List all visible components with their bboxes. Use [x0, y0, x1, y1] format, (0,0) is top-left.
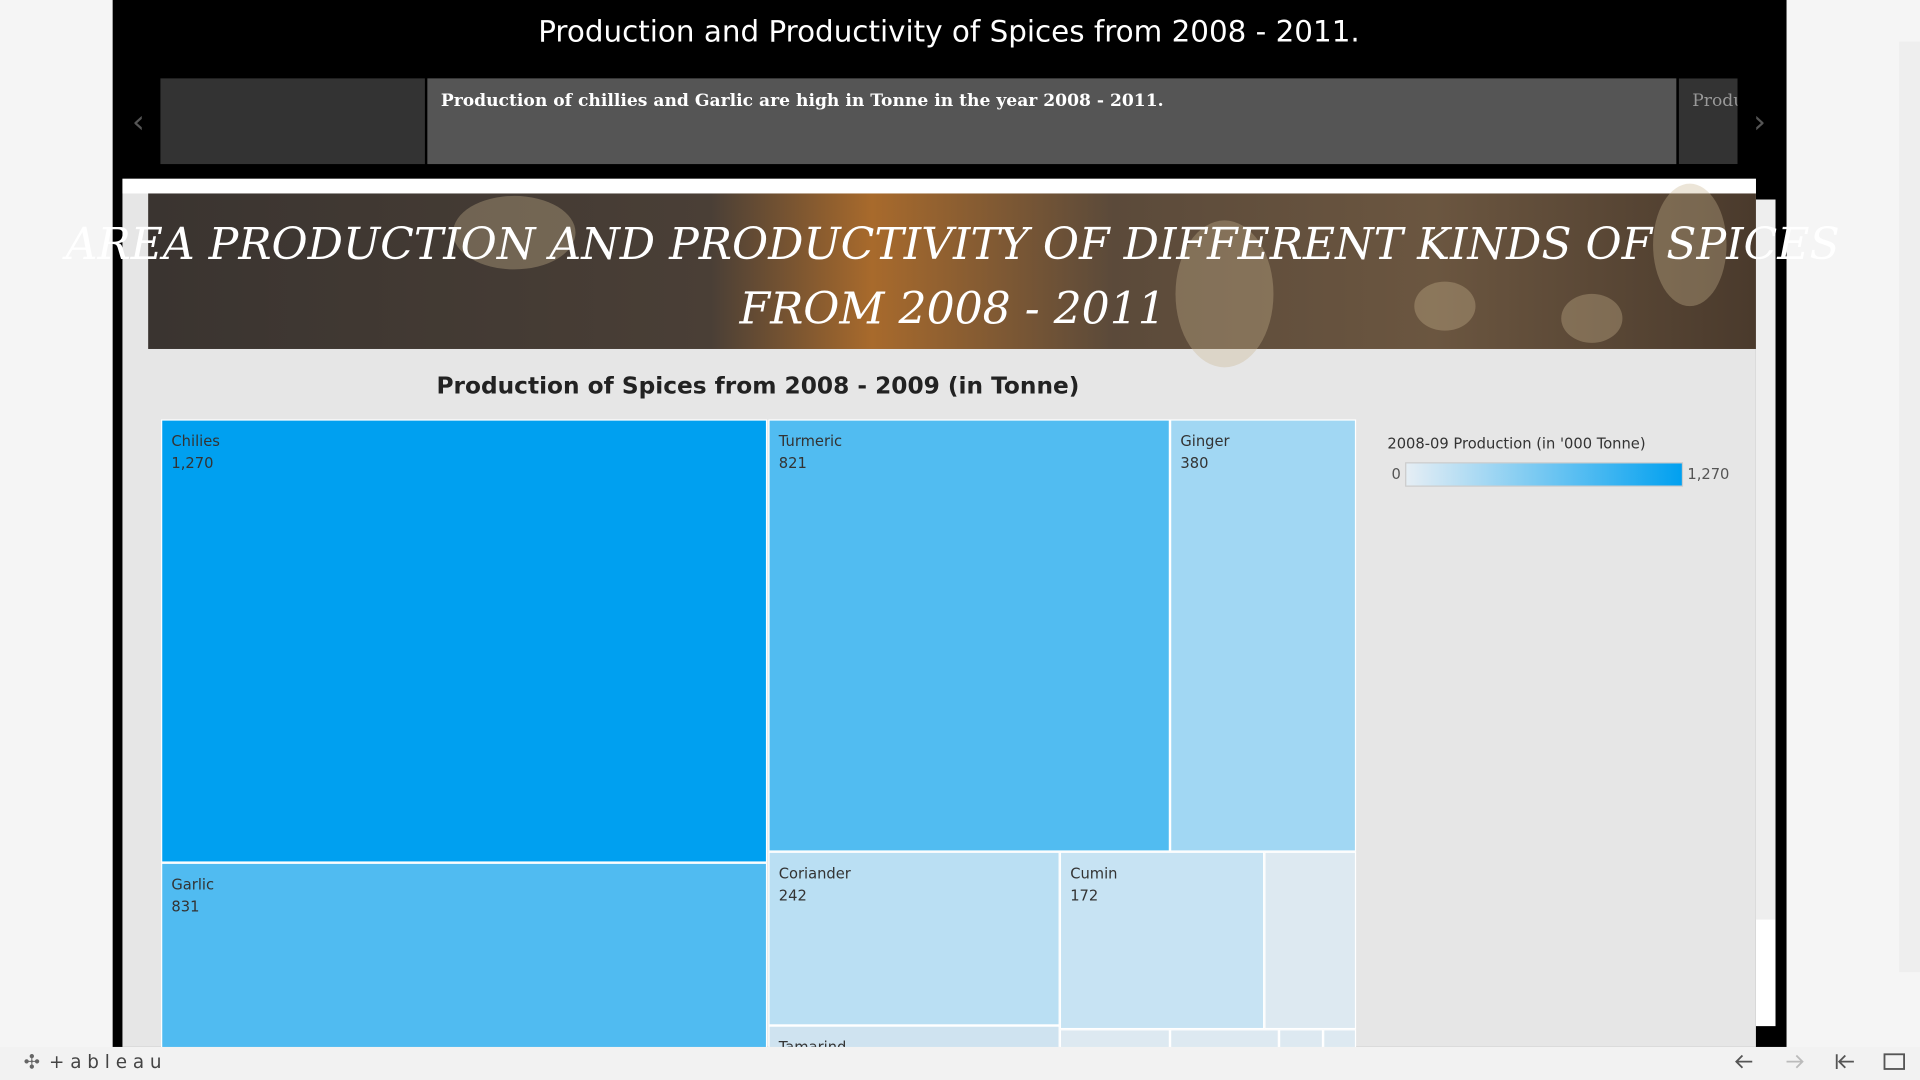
- story-caption: Produ: [1692, 91, 1744, 111]
- legend: 0 1,270: [1391, 466, 1729, 483]
- cell-label: Cumin: [1070, 865, 1117, 882]
- treemap-cell: [768, 851, 1060, 1026]
- treemap: Chilies 1,270 Garlic 831 Turmeric 821 Ginger 38…: [161, 419, 1357, 1056]
- toolbar: [0, 1046, 1920, 1080]
- banner: [148, 193, 1756, 349]
- revert[interactable]: [1835, 1054, 1854, 1069]
- treemap-small-cell: [1059, 1029, 1170, 1047]
- tableau-icon: ✣: [24, 1050, 40, 1073]
- treemap-cell: [161, 862, 768, 1047]
- treemap-cell: [1170, 419, 1357, 852]
- story-point[interactable]: [1678, 78, 1738, 165]
- page-scrollbar[interactable]: [1899, 41, 1920, 973]
- cell-value: 242: [779, 887, 807, 904]
- scrollbar-thumb[interactable]: [1755, 199, 1776, 920]
- tableau-brand[interactable]: + a b l e a u: [49, 1052, 162, 1073]
- cell-label: Chilies: [171, 433, 220, 450]
- cell-label: Tamarind: [778, 1039, 847, 1056]
- fullscreen[interactable]: [1883, 1053, 1905, 1070]
- treemap-cell: [1059, 851, 1265, 1030]
- cell-value: 821: [779, 455, 807, 472]
- undo[interactable]: [1735, 1054, 1753, 1069]
- cell-value: 1,270: [171, 455, 213, 472]
- treemap-small-cell: [1323, 1029, 1357, 1047]
- next-arrow[interactable]: ›: [1753, 103, 1766, 141]
- banner-title: AREA PRODUCTION AND PRODUCTIVITY OF DIFF…: [62, 219, 1840, 270]
- treemap-cell: [768, 1025, 1060, 1047]
- legend-ramp: [1405, 462, 1684, 487]
- treemap-cell: [768, 419, 1170, 852]
- treemap-small-cell: [1278, 1029, 1324, 1047]
- story-point-active[interactable]: [427, 78, 1677, 165]
- story-point[interactable]: [160, 78, 425, 165]
- cell-label: Ginger: [1180, 433, 1230, 450]
- legend-title: 2008-09 Production (in '000 Tonne): [1387, 435, 1645, 452]
- story-point-clip: Produ: [1678, 78, 1744, 165]
- chart-title: Production of Spices from 2008 - 2009 (i…: [437, 372, 1080, 399]
- dashboard-top: [122, 178, 1756, 194]
- prev-arrow[interactable]: ‹: [132, 103, 145, 141]
- banner-title: FROM 2008 - 2011: [738, 284, 1165, 335]
- cell-value: 831: [171, 898, 199, 915]
- story-caption: Production of chillies and Garlic are hi…: [441, 91, 1164, 111]
- legend-tick-label: 1,270: [1687, 466, 1729, 483]
- story-title: Production and Productivity of Spices fr…: [538, 15, 1359, 49]
- cell-label: Turmeric: [778, 433, 842, 450]
- redo[interactable]: [1786, 1054, 1804, 1069]
- treemap-cell: [161, 419, 768, 863]
- cell-value: 172: [1070, 887, 1098, 904]
- toolbar-icons: [1735, 1053, 1905, 1070]
- treemap-small-cell: [1170, 1029, 1279, 1047]
- legend-tick-label: 0: [1391, 466, 1400, 483]
- treemap-small-cell: [1264, 851, 1357, 1030]
- cell-value: 380: [1180, 455, 1208, 472]
- cell-label: Coriander: [779, 865, 852, 882]
- cell-label: Garlic: [171, 876, 214, 893]
- banner-decoration: [453, 183, 1727, 368]
